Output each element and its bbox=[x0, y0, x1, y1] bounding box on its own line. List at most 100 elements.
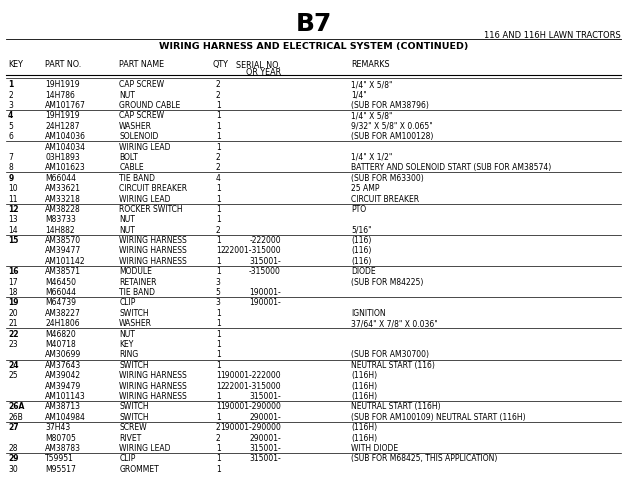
Text: 24H1287: 24H1287 bbox=[45, 122, 80, 131]
Text: 1: 1 bbox=[216, 465, 221, 474]
Text: 15: 15 bbox=[8, 236, 19, 245]
Text: CABLE: CABLE bbox=[119, 163, 144, 172]
Text: 22: 22 bbox=[8, 330, 19, 339]
Text: AM101142: AM101142 bbox=[45, 257, 86, 266]
Text: 1: 1 bbox=[216, 257, 221, 266]
Text: 2: 2 bbox=[216, 433, 221, 443]
Text: 1: 1 bbox=[216, 402, 221, 411]
Text: CIRCUIT BREAKER: CIRCUIT BREAKER bbox=[351, 194, 419, 204]
Text: NUT: NUT bbox=[119, 216, 135, 224]
Text: MODULE: MODULE bbox=[119, 267, 152, 276]
Text: AM38713: AM38713 bbox=[45, 402, 81, 411]
Text: PTO: PTO bbox=[351, 205, 366, 214]
Text: 28: 28 bbox=[8, 444, 18, 453]
Text: M64739: M64739 bbox=[45, 299, 76, 308]
Text: (116H): (116H) bbox=[351, 382, 377, 391]
Text: 19: 19 bbox=[8, 299, 19, 308]
Text: 190001-: 190001- bbox=[249, 299, 281, 308]
Text: (SUB FOR AM30700): (SUB FOR AM30700) bbox=[351, 350, 429, 360]
Text: SERIAL NO.: SERIAL NO. bbox=[236, 61, 281, 71]
Text: WIRING LEAD: WIRING LEAD bbox=[119, 143, 171, 152]
Text: 14H786: 14H786 bbox=[45, 91, 75, 99]
Text: 8: 8 bbox=[8, 163, 13, 172]
Text: WIRING LEAD: WIRING LEAD bbox=[119, 444, 171, 453]
Text: 5/16": 5/16" bbox=[351, 226, 372, 235]
Text: 1/4": 1/4" bbox=[351, 91, 367, 99]
Text: 1: 1 bbox=[216, 111, 221, 120]
Text: NUT: NUT bbox=[119, 226, 135, 235]
Text: 1: 1 bbox=[216, 330, 221, 339]
Text: (116H): (116H) bbox=[351, 423, 377, 432]
Text: 3: 3 bbox=[216, 277, 221, 287]
Text: 1: 1 bbox=[216, 194, 221, 204]
Text: AM38227: AM38227 bbox=[45, 309, 81, 318]
Text: 1: 1 bbox=[216, 361, 221, 370]
Text: 1: 1 bbox=[216, 350, 221, 360]
Text: 1/4" X 5/8": 1/4" X 5/8" bbox=[351, 111, 393, 120]
Text: 10: 10 bbox=[8, 184, 18, 193]
Text: 26B: 26B bbox=[8, 413, 23, 422]
Text: GROUND CABLE: GROUND CABLE bbox=[119, 101, 181, 110]
Text: 2: 2 bbox=[216, 226, 221, 235]
Text: AM38228: AM38228 bbox=[45, 205, 81, 214]
Text: 37H43: 37H43 bbox=[45, 423, 70, 432]
Text: AM39042: AM39042 bbox=[45, 371, 82, 380]
Text: (116): (116) bbox=[351, 257, 371, 266]
Text: 20: 20 bbox=[8, 309, 18, 318]
Text: 18: 18 bbox=[8, 288, 18, 297]
Text: (SUB FOR AM100128): (SUB FOR AM100128) bbox=[351, 132, 433, 141]
Text: 2: 2 bbox=[216, 91, 221, 99]
Text: 315001-: 315001- bbox=[249, 455, 281, 463]
Text: 14: 14 bbox=[8, 226, 18, 235]
Text: NEUTRAL START (116H): NEUTRAL START (116H) bbox=[351, 402, 441, 411]
Text: 4: 4 bbox=[216, 174, 221, 183]
Text: 29: 29 bbox=[8, 455, 19, 463]
Text: TIE BAND: TIE BAND bbox=[119, 174, 155, 183]
Text: 7: 7 bbox=[8, 153, 13, 162]
Text: 1: 1 bbox=[216, 371, 221, 380]
Text: 315001-: 315001- bbox=[249, 444, 281, 453]
Text: 1/4" X 1/2": 1/4" X 1/2" bbox=[351, 153, 393, 162]
Text: T59951: T59951 bbox=[45, 455, 74, 463]
Text: M80705: M80705 bbox=[45, 433, 76, 443]
Text: (116H): (116H) bbox=[351, 392, 377, 401]
Text: 9: 9 bbox=[8, 174, 13, 183]
Text: 14H882: 14H882 bbox=[45, 226, 75, 235]
Text: BATTERY AND SOLENOID START (SUB FOR AM38574): BATTERY AND SOLENOID START (SUB FOR AM38… bbox=[351, 163, 551, 172]
Text: 190001-: 190001- bbox=[249, 288, 281, 297]
Text: (116): (116) bbox=[351, 247, 371, 255]
Text: SWITCH: SWITCH bbox=[119, 413, 149, 422]
Text: (SUB FOR AM38796): (SUB FOR AM38796) bbox=[351, 101, 429, 110]
Text: 12: 12 bbox=[8, 205, 19, 214]
Text: KEY: KEY bbox=[119, 340, 134, 349]
Text: 24H1806: 24H1806 bbox=[45, 319, 80, 328]
Text: M46450: M46450 bbox=[45, 277, 76, 287]
Text: 1: 1 bbox=[216, 122, 221, 131]
Text: CAP SCREW: CAP SCREW bbox=[119, 80, 164, 89]
Text: WIRING HARNESS: WIRING HARNESS bbox=[119, 382, 187, 391]
Text: 1: 1 bbox=[216, 216, 221, 224]
Text: SWITCH: SWITCH bbox=[119, 309, 149, 318]
Text: 3: 3 bbox=[8, 101, 13, 110]
Text: 11: 11 bbox=[8, 194, 18, 204]
Text: 13: 13 bbox=[8, 216, 18, 224]
Text: M40718: M40718 bbox=[45, 340, 76, 349]
Text: (116): (116) bbox=[351, 236, 371, 245]
Text: IGNITION: IGNITION bbox=[351, 309, 386, 318]
Text: 4: 4 bbox=[8, 111, 13, 120]
Text: RETAINER: RETAINER bbox=[119, 277, 157, 287]
Text: PART NAME: PART NAME bbox=[119, 60, 164, 69]
Text: RIVET: RIVET bbox=[119, 433, 141, 443]
Text: 1: 1 bbox=[8, 80, 13, 89]
Text: 1: 1 bbox=[216, 382, 221, 391]
Text: (SUB FOR M84225): (SUB FOR M84225) bbox=[351, 277, 423, 287]
Text: WITH DIODE: WITH DIODE bbox=[351, 444, 398, 453]
Text: 1: 1 bbox=[216, 392, 221, 401]
Text: M83733: M83733 bbox=[45, 216, 76, 224]
Text: (SUB FOR M68425, THIS APPLICATION): (SUB FOR M68425, THIS APPLICATION) bbox=[351, 455, 497, 463]
Text: WIRING HARNESS: WIRING HARNESS bbox=[119, 247, 187, 255]
Text: NEUTRAL START (116): NEUTRAL START (116) bbox=[351, 361, 435, 370]
Text: B7: B7 bbox=[295, 12, 332, 36]
Text: WIRING HARNESS: WIRING HARNESS bbox=[119, 236, 187, 245]
Text: DIODE: DIODE bbox=[351, 267, 376, 276]
